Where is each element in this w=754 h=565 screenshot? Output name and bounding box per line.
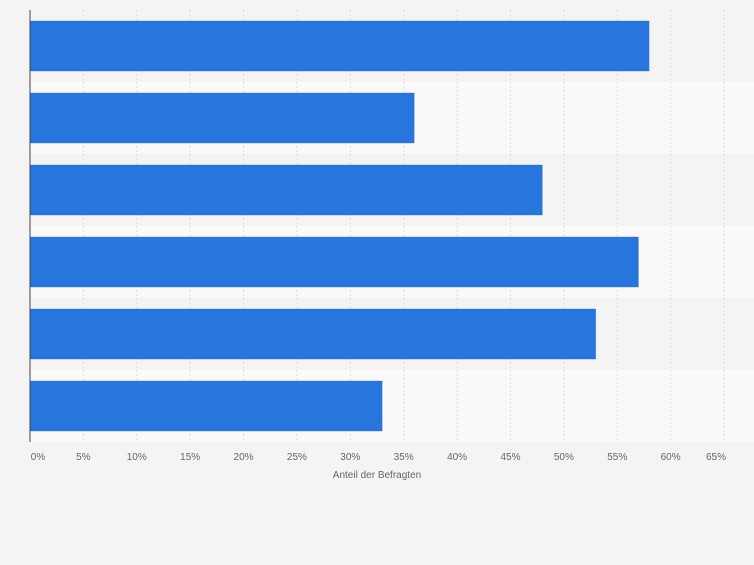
bar[interactable] <box>30 236 639 288</box>
x-tick-label: 25% <box>287 452 307 463</box>
x-tick-label: 5% <box>76 452 91 463</box>
x-tick-label: 30% <box>340 452 360 463</box>
x-tick-label: 35% <box>394 452 414 463</box>
x-tick-labels: 0% 5% 10% 15% 20% 25% 30% 35% 40% 45% 50% 55% 60% 65% <box>31 452 726 463</box>
x-tick-label: 55% <box>607 452 627 463</box>
bar[interactable] <box>30 380 383 432</box>
x-tick-label: 10% <box>127 452 147 463</box>
bar[interactable] <box>30 164 543 216</box>
x-tick-label: 60% <box>661 452 681 463</box>
bars <box>30 20 650 432</box>
x-tick-label: 0% <box>31 452 46 463</box>
x-tick-label: 15% <box>180 452 200 463</box>
x-tick-label: 65% <box>706 452 726 463</box>
gridlines <box>82 10 725 442</box>
x-axis-label: Anteil der Befragten <box>333 470 421 481</box>
bar[interactable] <box>30 92 415 144</box>
x-tick-label: 45% <box>500 452 520 463</box>
bar[interactable] <box>30 308 596 360</box>
x-tick-label: 20% <box>234 452 254 463</box>
row-bands <box>30 10 754 442</box>
x-tick-label: 40% <box>447 452 467 463</box>
x-tick-label: 50% <box>554 452 574 463</box>
bar[interactable] <box>30 20 650 72</box>
